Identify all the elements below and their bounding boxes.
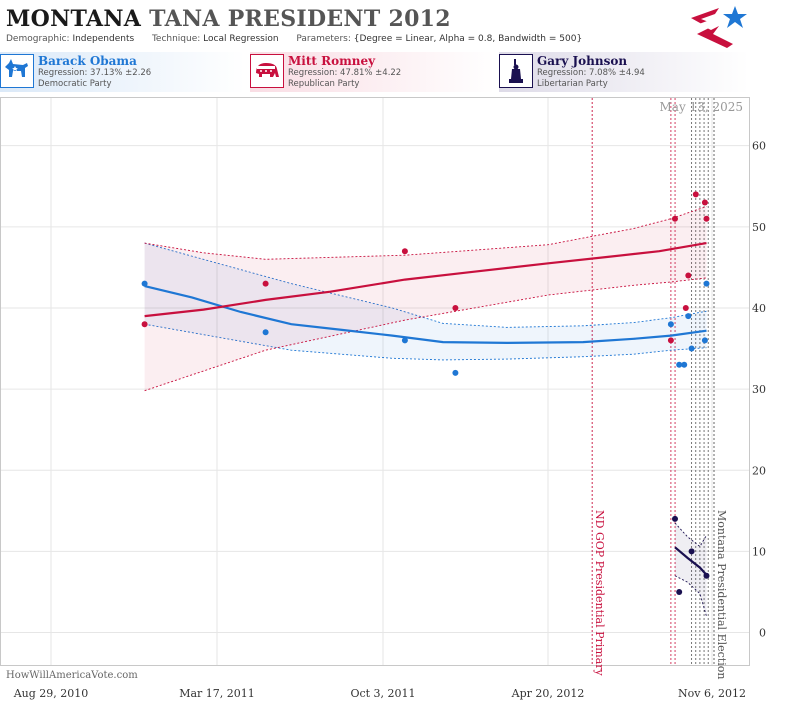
technique-label: Technique:: [151, 34, 201, 44]
poll-point: [703, 215, 710, 222]
poll-point: [452, 369, 459, 376]
trend-lines: [144, 242, 708, 576]
trend-line: [674, 546, 708, 576]
band-upper-line: [144, 206, 707, 260]
poll-point: [703, 572, 710, 579]
x-tick-label: Oct 3, 2011: [350, 687, 415, 700]
demographic-label: Demographic:: [6, 34, 70, 44]
demographic-value: Independents: [72, 34, 135, 44]
event-label: Montana Presidential Election: [715, 510, 728, 679]
band-upper-line: [144, 242, 707, 328]
confidence-band: [675, 523, 707, 617]
confidence-band: [144, 206, 707, 391]
band-upper-line: [674, 522, 707, 548]
poll-point: [682, 305, 689, 311]
date-stamp: May 13, 2025: [660, 100, 743, 114]
y-tick-label: 50: [752, 221, 766, 234]
poll-point: [676, 361, 683, 368]
poll-point: [401, 248, 408, 255]
y-tick-label: 40: [752, 302, 766, 315]
parameters-value: {Degree = Linear, Alpha = 0.8, Bandwidth…: [353, 34, 583, 44]
poll-point: [401, 337, 408, 344]
statue-of-liberty-icon: [499, 54, 533, 88]
y-axis: 0 10 20 30 40 50 60: [752, 140, 766, 640]
plot-frame: [0, 97, 750, 666]
page-title: MONTANA TANA PRESIDENT 2012: [6, 6, 451, 32]
candidate-name: Mitt Romney: [288, 54, 376, 68]
poll-point: [688, 345, 695, 352]
x-tick-label: Nov 6, 2012: [678, 687, 746, 700]
x-tick-label: Apr 20, 2012: [511, 687, 585, 700]
candidate-party: Democratic Party: [38, 79, 112, 89]
candidate-regression: Regression: 37.13% ±2.26: [38, 68, 152, 78]
event-label: ND GOP Presidential Primary: [593, 510, 606, 677]
candidate-party: Libertarian Party: [537, 79, 608, 89]
title-rest: TANA PRESIDENT 2012: [149, 6, 451, 32]
poll-point: [672, 515, 678, 522]
x-tick-label: Mar 17, 2011: [179, 687, 255, 700]
candidate-johnson: Gary Johnson Regression: 7.08% ±4.94 Lib…: [499, 52, 749, 92]
donkey-icon: [0, 54, 34, 88]
poll-point: [681, 361, 688, 368]
poll-point: [692, 191, 699, 198]
grid: [1, 98, 749, 665]
chart-parameters: Demographic: Independents Technique: Loc…: [6, 34, 582, 44]
poll-point: [262, 280, 269, 287]
title-state: MONTANA: [6, 6, 142, 32]
poll-point: [685, 272, 692, 279]
poll-point: [667, 321, 674, 328]
poll-point: [141, 280, 148, 287]
parameters-label: Parameters:: [296, 34, 351, 44]
poll-point: [703, 280, 710, 287]
confidence-band: [144, 243, 707, 360]
elephant-icon: [250, 54, 284, 88]
poll-point: [452, 305, 459, 311]
candidate-name: Barack Obama: [38, 54, 137, 68]
candidate-romney: Mitt Romney Regression: 47.81% ±4.22 Rep…: [250, 52, 495, 92]
poll-point: [701, 337, 708, 344]
trend-line: [144, 242, 707, 318]
poll-point: [262, 329, 269, 336]
candidate-regression: Regression: 47.81% ±4.22: [288, 68, 402, 78]
poll-point: [676, 589, 683, 595]
candidate-regression: Regression: 7.08% ±4.94: [537, 68, 645, 78]
poll-point: [685, 313, 692, 320]
watermark: HowWillAmericaVote.com: [6, 670, 138, 681]
poll-points: [141, 191, 710, 595]
y-tick-label: 30: [752, 383, 766, 396]
candidate-party: Republican Party: [288, 79, 360, 89]
annotations: ND GOP Presidential Primary Montana Presi…: [591, 98, 728, 679]
y-tick-label: 60: [752, 140, 766, 153]
poll-point: [141, 321, 148, 328]
candidate-name: Gary Johnson: [537, 54, 628, 68]
confidence-bands: [144, 206, 707, 617]
candidate-legend: Barack Obama Regression: 37.13% ±2.26 De…: [0, 52, 749, 94]
poll-point: [701, 199, 708, 206]
poll-point: [667, 337, 674, 344]
technique-value: Local Regression: [203, 34, 279, 44]
poll-point: [672, 215, 678, 222]
trend-line: [144, 285, 707, 345]
candidate-obama: Barack Obama Regression: 37.13% ±2.26 De…: [0, 52, 245, 92]
y-tick-label: 0: [759, 627, 766, 640]
x-axis: Aug 29, 2010 Mar 17, 2011 Oct 3, 2011 Apr 2…: [13, 687, 746, 700]
poll-point: [688, 548, 695, 555]
x-tick-label: Aug 29, 2010: [13, 687, 89, 700]
band-lower-line: [144, 323, 707, 361]
y-tick-label: 10: [752, 545, 766, 558]
y-tick-label: 20: [752, 464, 766, 477]
site-logo: [691, 6, 747, 48]
